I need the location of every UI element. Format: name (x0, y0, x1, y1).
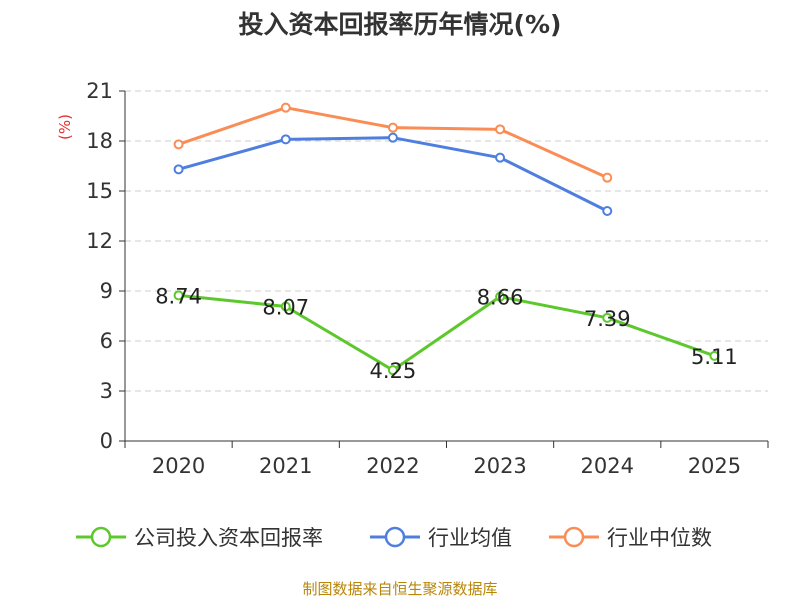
y-tick-label: 12 (86, 229, 113, 253)
data-point (602, 172, 613, 183)
legend-label[interactable]: 行业中位数 (607, 526, 712, 550)
legend-label[interactable]: 公司投入资本回报率 (134, 526, 323, 550)
data-label: 8.07 (262, 296, 309, 320)
data-point (495, 152, 506, 163)
x-axis-ticks: 2020 2021 2022 2023 2024 2025 (124, 441, 769, 478)
y-axis-ticks: 0 3 6 9 12 15 18 21 (86, 79, 125, 453)
legend-swatch-marker (384, 526, 406, 548)
y-tick-label: 21 (86, 79, 113, 103)
chart-title: 投入资本回报率历年情况(%) (239, 10, 562, 39)
y-tick-label: 18 (86, 129, 113, 153)
data-point (280, 134, 291, 145)
y-tick-label: 3 (100, 379, 113, 403)
x-tick-label: 2023 (473, 454, 526, 478)
data-labels: 8.74 8.07 4.25 8.66 7.39 5.11 (155, 284, 738, 383)
series-line-0 (178, 293, 715, 372)
data-point (709, 350, 720, 361)
legend-swatch-marker (563, 526, 585, 548)
series-group (173, 102, 720, 376)
data-point (280, 301, 291, 312)
data-point (387, 365, 398, 376)
data-point (602, 312, 613, 323)
data-point (173, 164, 184, 175)
data-label: 8.66 (477, 286, 524, 310)
y-tick-label: 6 (100, 329, 113, 353)
data-label: 4.25 (370, 359, 417, 383)
x-tick-label: 2025 (688, 454, 741, 478)
data-point (495, 124, 506, 135)
data-point (173, 290, 184, 301)
data-point (387, 122, 398, 133)
data-point (602, 206, 613, 216)
x-tick-label: 2020 (152, 454, 205, 478)
data-point (280, 102, 291, 113)
data-label: 5.11 (691, 345, 738, 369)
data-point (173, 139, 184, 150)
y-tick-label: 9 (100, 279, 113, 303)
axes (124, 91, 768, 442)
gridlines (125, 90, 768, 392)
data-point (387, 132, 398, 143)
x-tick-label: 2022 (366, 454, 419, 478)
y-axis-unit: (%) (56, 114, 74, 140)
data-label: 7.39 (584, 307, 631, 331)
x-tick-label: 2024 (581, 454, 634, 478)
legend-label[interactable]: 行业均值 (428, 526, 512, 550)
source-note: 制图数据来自恒生聚源数据库 (302, 580, 497, 598)
data-label: 8.74 (155, 284, 202, 308)
y-tick-label: 15 (86, 179, 113, 203)
x-tick-label: 2021 (259, 454, 312, 478)
data-point (495, 291, 506, 302)
y-tick-label: 0 (100, 429, 113, 453)
legend: 公司投入资本回报率 行业均值 行业中位数 (76, 526, 712, 550)
legend-swatch-marker (90, 526, 112, 548)
